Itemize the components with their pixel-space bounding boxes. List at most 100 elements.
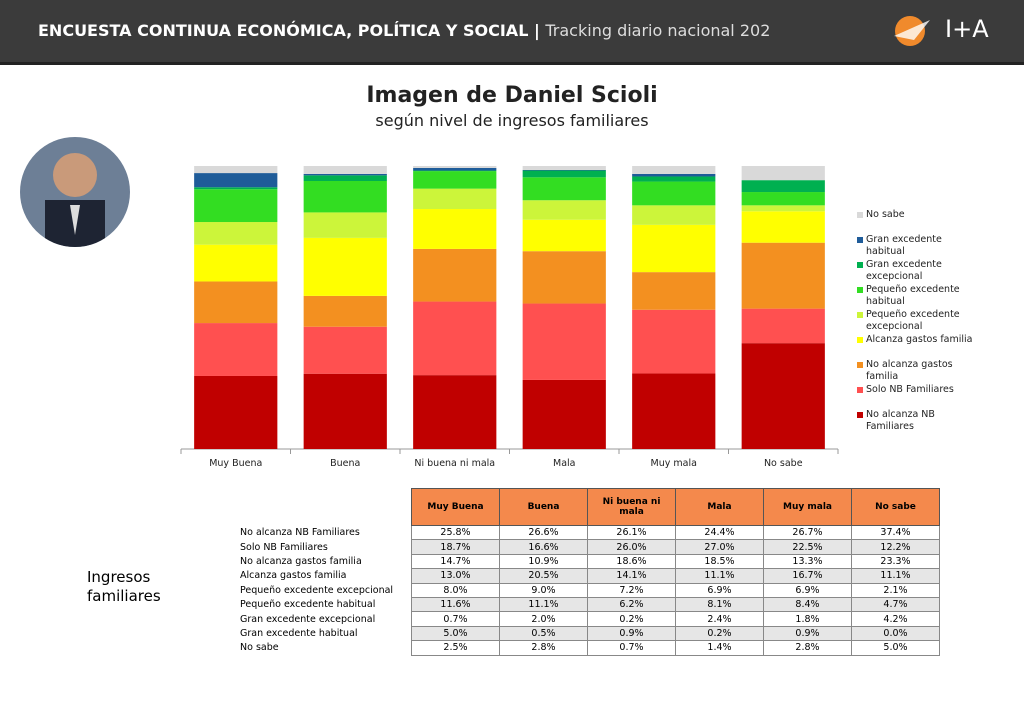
column-header: Muy mala <box>763 488 852 526</box>
legend-swatch <box>857 262 863 268</box>
row-label: No alcanza gastos familia <box>240 555 362 567</box>
bar-segment <box>303 166 387 174</box>
table-cell: 2.4% <box>675 611 764 627</box>
column-header: Mala <box>675 488 764 526</box>
row-label: Alcanza gastos familia <box>240 570 347 582</box>
table-cell: 37.4% <box>851 524 940 541</box>
column-header: Buena <box>499 488 588 526</box>
table-cell: 8.1% <box>675 596 764 613</box>
row-label: No alcanza NB Familiares <box>240 527 360 539</box>
table-cell: 13.3% <box>763 553 852 570</box>
bar-segment <box>522 177 606 201</box>
table-cell: 6.9% <box>763 582 852 598</box>
table-cell: 2.8% <box>499 640 588 656</box>
table-cell: 6.2% <box>587 596 676 613</box>
row-label: Gran excedente habitual <box>240 627 358 639</box>
bar-segment <box>632 224 716 273</box>
table-row: Gran excedente excepcional 0.7% 2.0% 0.2% 2.… <box>240 611 940 627</box>
bar-segment <box>632 205 716 225</box>
table-cell: 0.9% <box>587 625 676 642</box>
bar-segment <box>741 308 825 344</box>
legend-swatch <box>857 212 863 218</box>
table-cell: 26.0% <box>587 539 676 555</box>
legend-item: Solo NB Familiares <box>857 384 977 396</box>
table-cell: 2.0% <box>499 611 588 627</box>
bar-segment <box>522 200 606 220</box>
table-cell: 4.7% <box>851 596 940 613</box>
legend-item: Alcanza gastos familia <box>857 334 977 346</box>
bar-segment <box>522 170 606 178</box>
table-row: Gran excedente habitual 5.0% 0.5% 0.9% 0.2% 0… <box>240 625 940 642</box>
chart-title: Imagen de Daniel Scioli <box>366 83 658 108</box>
corner <box>240 489 412 526</box>
table-cell: 14.1% <box>587 568 676 584</box>
data-table: Muy Buena Buena Ni buena ni mala Mala Muy ma… <box>240 488 940 656</box>
bar-segment <box>522 379 606 449</box>
row-label: Gran excedente excepcional <box>240 613 376 625</box>
row-label: Solo NB Familiares <box>240 541 328 553</box>
legend-swatch <box>857 362 863 368</box>
legend-label: No alcanza NB Familiares <box>866 409 935 432</box>
legend-label: Gran excedente excepcional <box>866 259 942 282</box>
bar-segment <box>741 242 825 309</box>
bar-segment <box>741 205 825 212</box>
table-cell: 4.2% <box>851 611 940 627</box>
table-cell: 0.2% <box>675 625 764 642</box>
table-cell: 23.3% <box>851 553 940 570</box>
bar-segment <box>522 219 606 252</box>
table-cell: 26.7% <box>763 524 852 541</box>
legend-item: No alcanza NB Familiares <box>857 409 977 433</box>
bar-segment <box>632 373 716 449</box>
legend-swatch <box>857 337 863 343</box>
bar-segment <box>194 166 278 174</box>
table-cell: 6.9% <box>675 582 764 598</box>
column-header: Ni buena ni mala <box>587 488 676 526</box>
bar-segment <box>632 176 716 182</box>
legend-label: Gran excedente habitual <box>866 234 942 257</box>
table-cell: 1.8% <box>763 611 852 627</box>
table-row: Pequeño excedente excepcional 8.0% 9.0% 7.2… <box>240 582 940 598</box>
bar-segment <box>194 222 278 245</box>
bar-segment <box>522 169 606 171</box>
bar-segment <box>632 272 716 310</box>
legend-item: Gran excedente excepcional <box>857 259 977 283</box>
table-cell: 0.9% <box>763 625 852 642</box>
table-row: Pequeño excedente habitual 11.6% 11.1% 6.2%… <box>240 596 940 613</box>
table-cell: 27.0% <box>675 539 764 555</box>
bar-segment <box>303 173 387 176</box>
table-cell: 9.0% <box>499 582 588 598</box>
table-cell: 11.1% <box>499 596 588 613</box>
legend-label: No alcanza gastos familia <box>866 359 953 382</box>
legend-swatch <box>857 412 863 418</box>
x-tick-label: Mala <box>553 458 575 469</box>
x-tick-label: No sabe <box>764 458 803 469</box>
bar-segment <box>413 209 497 249</box>
bar-segment <box>413 375 497 449</box>
table-cell: 18.7% <box>411 539 500 555</box>
table-cell: 11.6% <box>411 596 500 613</box>
legend-label: No sabe <box>866 209 905 220</box>
bar-segment <box>194 375 278 449</box>
bar-segment <box>194 281 278 324</box>
table-cell: 1.4% <box>675 640 764 656</box>
portrait <box>20 137 130 247</box>
table-cell: 11.1% <box>675 568 764 584</box>
bar-segment <box>194 189 278 223</box>
legend-item: Gran excedente habitual <box>857 234 977 258</box>
x-tick-label: Muy Buena <box>209 458 262 469</box>
table-cell: 26.1% <box>587 524 676 541</box>
legend-label: Solo NB Familiares <box>866 384 954 395</box>
bar-segment <box>632 173 716 177</box>
bar-segment <box>303 175 387 181</box>
bar-segment <box>303 326 387 374</box>
bar-segment <box>522 166 606 170</box>
table-cell: 2.1% <box>851 582 940 598</box>
legend-swatch <box>857 312 863 318</box>
x-tick-label: Ni buena ni mala <box>414 458 495 469</box>
bar-segment <box>741 192 825 206</box>
column-header: No sabe <box>851 488 940 526</box>
legend-swatch <box>857 387 863 393</box>
bar-segment <box>413 167 497 171</box>
table-cell: 5.0% <box>411 625 500 642</box>
